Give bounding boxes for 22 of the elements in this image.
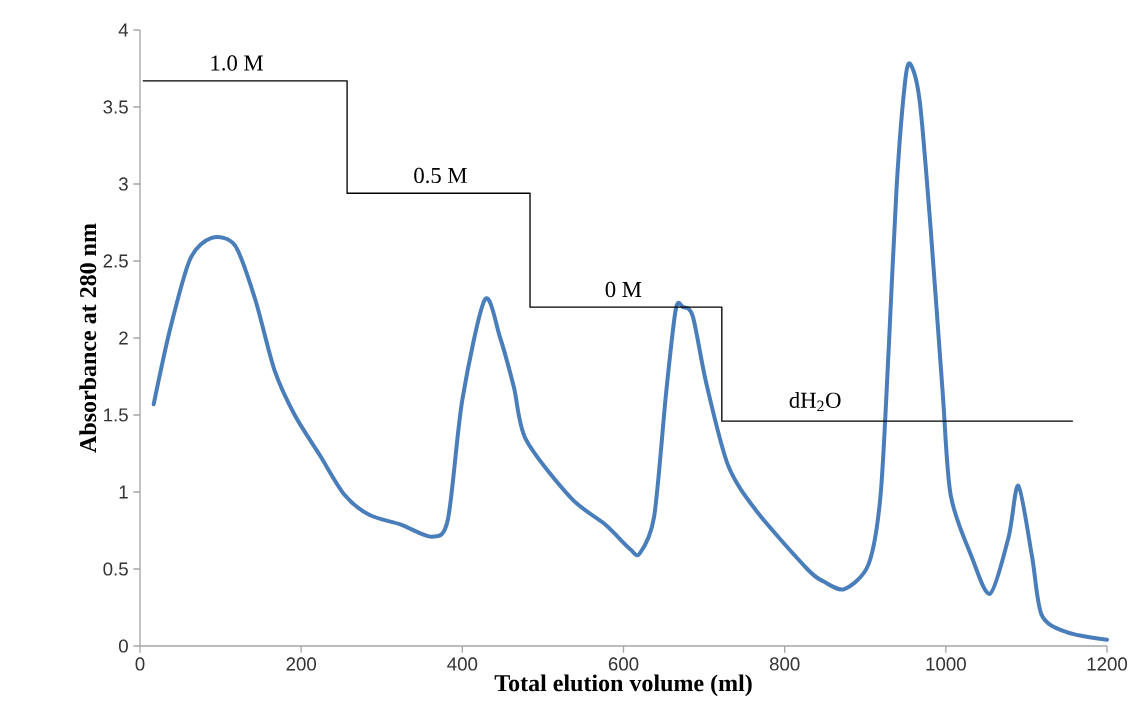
x-tick-label: 1200 (1087, 657, 1128, 671)
x-tick-label: 1000 (926, 657, 966, 671)
x-tick-label: 400 (447, 657, 478, 671)
y-tick-label: 1 (119, 485, 128, 499)
annotation: 0 M (605, 281, 642, 298)
y-tick-label: 2 (119, 331, 128, 345)
x-tick-label: 0 (135, 657, 145, 671)
y-tick-label: 0 (118, 639, 128, 653)
annotation: 1.0 M (211, 55, 263, 71)
x-axis-title: Total elution volume (ml) (494, 674, 752, 697)
y-tick-label: 0.5 (103, 562, 128, 576)
annotation: 0.5 M (414, 167, 467, 184)
y-tick-label: 3 (118, 177, 128, 191)
y-axis-title: Absorbance at 280 nm (79, 223, 97, 453)
annotation: dH$_{2}$O (789, 391, 841, 412)
x-tick-label: 800 (769, 657, 800, 671)
x-tick-label: 200 (286, 657, 317, 671)
y-tick-label: 1.5 (104, 408, 128, 422)
y-tick-label: 2.5 (103, 254, 128, 268)
x-tick-label: 600 (608, 657, 639, 671)
y-tick-label: 4 (118, 23, 129, 37)
y-tick-label: 3.5 (103, 100, 128, 114)
